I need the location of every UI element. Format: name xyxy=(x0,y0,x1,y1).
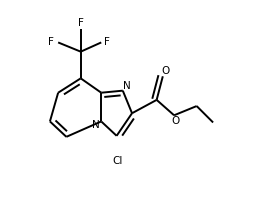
Text: F: F xyxy=(105,37,110,47)
Text: F: F xyxy=(48,37,54,47)
Text: Cl: Cl xyxy=(112,156,123,166)
Text: F: F xyxy=(78,18,84,28)
Text: N: N xyxy=(123,80,131,90)
Text: O: O xyxy=(171,116,179,126)
Text: N: N xyxy=(92,120,100,130)
Text: O: O xyxy=(162,66,170,76)
